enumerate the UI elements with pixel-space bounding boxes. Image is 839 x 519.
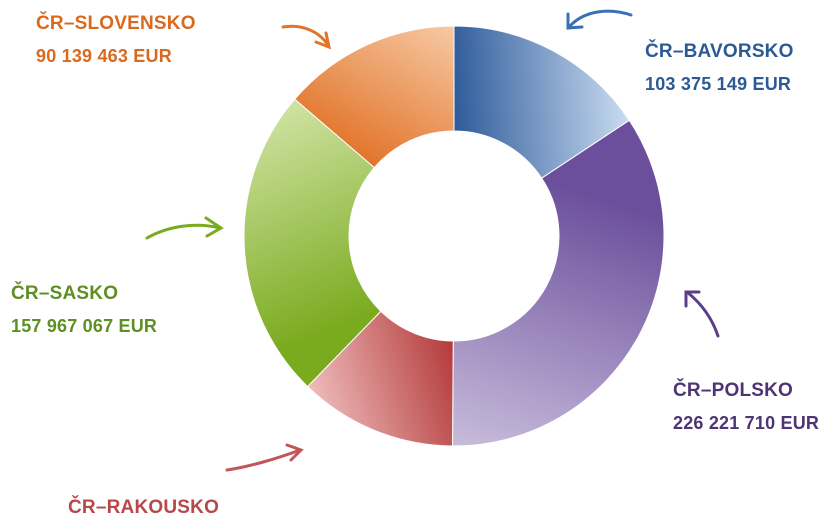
- label-bavorsko-value: 103 375 149 EUR: [645, 74, 792, 94]
- label-polsko-name: ČR–POLSKO: [673, 380, 794, 401]
- slice--r-sasko: [243, 98, 382, 388]
- label-slovensko: ČR–SLOVENSKO 90 139 463 EUR: [36, 14, 196, 65]
- label-sasko-name: ČR–SASKO: [11, 283, 119, 304]
- label-slovensko-name: ČR–SLOVENSKO: [36, 13, 196, 34]
- donut-slices: [243, 25, 665, 447]
- slice--r-slovensko: [293, 25, 455, 169]
- arrow-polsko-icon: [684, 290, 720, 338]
- label-bavorsko-name: ČR–BAVORSKO: [645, 41, 794, 62]
- arrow-slovensko-icon: [281, 24, 332, 50]
- label-polsko-value: 226 221 710 EUR: [673, 413, 820, 433]
- arrow-bavorsko-icon: [566, 9, 633, 30]
- label-slovensko-value: 90 139 463 EUR: [36, 46, 172, 66]
- arrow-sasko-icon: [145, 216, 224, 240]
- label-rakousko-name: ČR–RAKOUSKO: [68, 497, 220, 518]
- label-bavorsko: ČR–BAVORSKO 103 375 149 EUR: [645, 42, 794, 93]
- arrow-rakousko-icon: [225, 443, 304, 472]
- label-sasko-value: 157 967 067 EUR: [11, 316, 158, 336]
- slice--r-polsko: [452, 119, 665, 447]
- slice--r-bavorsko: [453, 25, 630, 179]
- label-rakousko: ČR–RAKOUSKO: [68, 498, 219, 517]
- label-polsko: ČR–POLSKO 226 221 710 EUR: [673, 381, 819, 432]
- label-sasko: ČR–SASKO 157 967 067 EUR: [11, 284, 157, 335]
